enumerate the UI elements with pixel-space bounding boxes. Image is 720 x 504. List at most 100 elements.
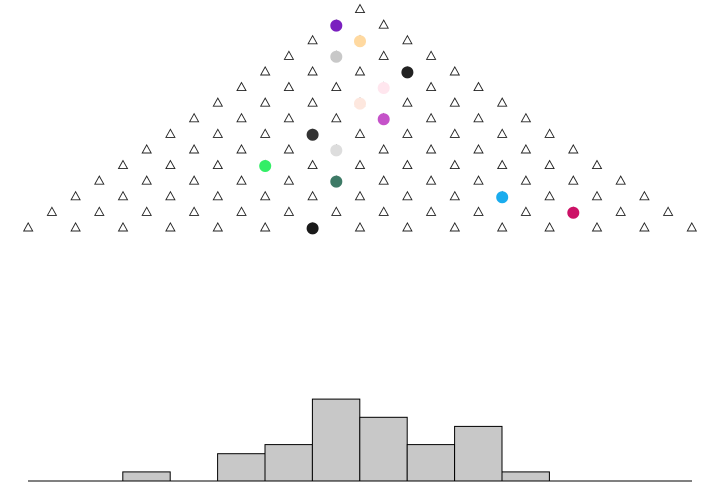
peg-grid — [22, 3, 698, 232]
peg-icon — [259, 97, 271, 107]
peg-icon — [425, 50, 437, 60]
peg-icon — [496, 159, 508, 170]
ball — [567, 206, 580, 219]
peg-icon — [141, 143, 152, 154]
ball — [259, 160, 272, 172]
histogram-bar — [454, 425, 503, 482]
peg-icon — [236, 206, 247, 216]
peg-icon — [331, 112, 342, 123]
peg-icon — [22, 221, 34, 232]
peg-icon — [307, 159, 318, 170]
peg-icon — [639, 221, 650, 232]
peg-icon — [331, 81, 342, 92]
peg-icon — [425, 206, 437, 216]
peg-icon — [236, 112, 247, 123]
peg-icon — [307, 97, 318, 107]
peg-icon — [283, 143, 295, 154]
peg-icon — [496, 97, 508, 107]
peg-icon — [259, 65, 271, 76]
ball — [330, 19, 343, 32]
peg-icon — [70, 221, 81, 232]
peg-icon — [520, 143, 532, 154]
peg-icon — [259, 128, 271, 138]
peg-icon — [354, 159, 366, 170]
peg-icon — [591, 190, 603, 201]
peg-icon — [283, 50, 295, 60]
peg-icon — [544, 159, 555, 170]
peg-icon — [165, 128, 176, 138]
peg-icon — [212, 97, 224, 107]
peg-icon — [591, 221, 603, 232]
peg-icon — [141, 206, 152, 216]
peg-icon — [212, 221, 224, 232]
peg-icon — [188, 175, 200, 185]
peg-icon — [378, 175, 389, 185]
peg-icon — [568, 143, 579, 154]
peg-icon — [425, 81, 437, 92]
peg-icon — [307, 34, 318, 45]
peg-icon — [354, 128, 366, 138]
peg-icon — [520, 206, 532, 216]
peg-icon — [402, 159, 413, 170]
peg-icon — [236, 81, 247, 92]
peg-icon — [425, 112, 437, 123]
histogram-bar — [359, 416, 408, 482]
ball — [330, 175, 343, 188]
peg-icon — [212, 190, 224, 201]
ball — [496, 191, 509, 204]
peg-icon — [449, 65, 461, 76]
peg-icon — [378, 50, 389, 60]
peg-icon — [212, 159, 224, 170]
peg-icon — [236, 175, 247, 185]
peg-icon — [402, 34, 413, 45]
peg-icon — [449, 190, 461, 201]
peg-icon — [141, 175, 152, 185]
peg-icon — [378, 19, 389, 29]
histogram-bar — [501, 471, 550, 482]
peg-icon — [520, 175, 532, 185]
histogram-bar — [311, 398, 361, 482]
peg-icon — [117, 221, 129, 232]
peg-icon — [544, 221, 555, 232]
peg-icon — [165, 221, 176, 232]
peg-icon — [544, 128, 555, 138]
histogram-bar — [122, 471, 171, 482]
histogram — [122, 398, 550, 482]
peg-icon — [449, 97, 461, 107]
peg-icon — [662, 206, 674, 216]
peg-icon — [188, 206, 200, 216]
peg-icon — [686, 221, 698, 232]
histogram-bar — [264, 444, 313, 482]
peg-icon — [70, 190, 81, 201]
peg-icon — [307, 65, 318, 76]
peg-icon — [165, 190, 176, 201]
ball — [306, 222, 319, 235]
ball — [354, 35, 366, 48]
peg-icon — [259, 221, 271, 232]
peg-icon — [473, 81, 484, 92]
peg-icon — [473, 112, 484, 123]
peg-icon — [259, 190, 271, 201]
peg-icon — [188, 112, 200, 123]
peg-icon — [378, 143, 389, 154]
peg-icon — [354, 221, 366, 232]
peg-icon — [402, 190, 413, 201]
peg-icon — [402, 97, 413, 107]
peg-icon — [496, 221, 508, 232]
ball — [354, 97, 366, 110]
peg-icon — [283, 112, 295, 123]
histogram-bar — [217, 453, 266, 482]
peg-icon — [165, 159, 176, 170]
peg-icon — [354, 65, 366, 76]
peg-icon — [46, 206, 58, 216]
peg-icon — [473, 143, 484, 154]
peg-icon — [615, 206, 626, 216]
peg-icon — [354, 3, 366, 14]
peg-icon — [639, 190, 650, 201]
peg-icon — [544, 190, 555, 201]
ball — [401, 66, 414, 79]
peg-icon — [425, 175, 437, 185]
peg-icon — [188, 143, 200, 154]
peg-icon — [212, 128, 224, 138]
